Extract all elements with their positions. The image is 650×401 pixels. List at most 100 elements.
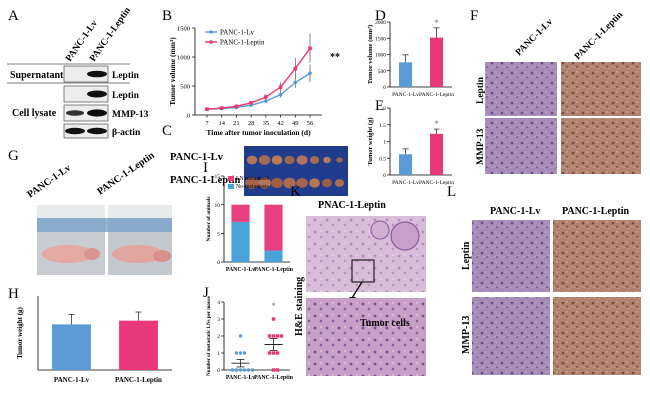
panel-a-section-supernatant: Supernatant — [10, 70, 64, 81]
y-axis-label: Tumor weight (g) — [367, 117, 374, 165]
bar-segment — [264, 204, 283, 251]
tumor-specimen — [245, 177, 259, 189]
data-point — [238, 351, 243, 355]
y-tick-label: 0 — [217, 260, 220, 266]
data-point — [293, 66, 298, 71]
blot-strip-mmp13 — [63, 104, 109, 122]
panel-letter-c: C — [162, 123, 172, 139]
panel-letter-g: G — [8, 148, 19, 164]
legend-marker — [209, 40, 213, 44]
panel-k-side-label: H&E staining — [294, 277, 305, 336]
data-point — [271, 351, 276, 355]
panel-a-col-label-leptin: PANC-1-Leptin — [88, 5, 133, 63]
bar — [429, 37, 444, 87]
x-tick-label: 7 — [205, 120, 209, 127]
he-annotation-tumor-cells: Tumor cells — [360, 318, 410, 329]
data-point — [264, 99, 268, 103]
panel-g: G PANC-1-Lv PANC-1-Leptin — [8, 148, 172, 275]
y-tick-label: 2 — [383, 106, 386, 112]
x-tick-label: 21 — [233, 120, 240, 127]
data-point — [271, 317, 276, 321]
y-axis-label: Tumor weight (g) — [16, 306, 24, 358]
blot-strip-lysate-leptin — [63, 85, 109, 103]
tumor-specimen — [84, 248, 100, 260]
data-point — [308, 71, 312, 76]
y-axis-label: Tumor volume (mm³) — [168, 37, 177, 106]
blot-row-label: β-actin — [112, 128, 141, 138]
y-tick-label: 1 — [217, 351, 220, 357]
legend-label: LN metastasis — [236, 176, 270, 182]
tumor-specimen — [296, 155, 308, 165]
blot-strip-actin — [63, 123, 109, 139]
data-point — [242, 351, 247, 355]
ihc-image-l-leptin-leptin — [553, 220, 641, 292]
y-tick-label: 1.5 — [379, 123, 386, 129]
data-point — [267, 334, 272, 338]
ihc-image-l-leptin-mmp13 — [553, 297, 641, 375]
y-tick-label: 1500 — [177, 26, 190, 33]
blue-tape — [37, 218, 172, 232]
panel-letter-a: A — [8, 8, 19, 24]
he-image-zoom — [306, 298, 426, 376]
y-tick-label: 3 — [217, 317, 220, 323]
panel-f-row-label: MMP-13 — [476, 128, 486, 165]
panel-letter-e: E — [375, 98, 384, 114]
data-point — [271, 334, 276, 338]
panel-k-title: PNAC-1-Leptin — [318, 200, 386, 211]
tumor-specimen — [42, 245, 94, 263]
panel-l-row-label: Leptin — [461, 241, 472, 270]
x-tick-label: 56 — [307, 120, 314, 127]
bar — [52, 324, 91, 370]
y-tick-label: 1000 — [375, 53, 386, 59]
x-tick-label: PANC-1-Lv — [392, 180, 419, 186]
blot-row-label: MMP-13 — [112, 110, 149, 120]
data-point — [278, 85, 283, 89]
panel-a-section-cell-lysate: Cell lysate — [12, 108, 57, 119]
panel-letter-j: J — [203, 285, 209, 301]
blot-band — [87, 70, 107, 78]
data-point — [250, 368, 255, 372]
tumor-specimen — [284, 155, 295, 165]
panel-f-col-label-leptin: PANC-1-Leptin — [573, 10, 626, 63]
x-tick-label: PANC-1-Leptin — [115, 376, 162, 384]
panel-letter-h: H — [8, 286, 19, 302]
y-axis-label: Number of metastatic LNs per mouse — [207, 295, 212, 375]
tumor-specimen — [258, 177, 271, 189]
data-point — [242, 368, 247, 372]
panel-c-row-label-leptin: PANC-1-Leptin — [170, 175, 241, 186]
tumor-specimen — [309, 156, 320, 164]
y-tick-label: 0 — [383, 85, 386, 91]
panel-l-col-label-lv: PANC-1-Lv — [490, 206, 540, 217]
data-point — [264, 95, 268, 99]
y-tick-label: 0 — [383, 173, 386, 179]
tumor-specimen — [309, 178, 320, 188]
y-tick-label: 500 — [378, 69, 387, 75]
panel-letter-k: K — [290, 184, 301, 200]
legend-swatch — [228, 184, 234, 189]
series-line — [206, 47, 311, 110]
data-point — [293, 80, 298, 85]
panel-letter-b: B — [162, 8, 172, 24]
panel-letter-f: F — [470, 8, 478, 24]
tumor-specimen — [153, 250, 171, 262]
bar — [429, 133, 444, 175]
legend-label: No-metastasis — [236, 184, 270, 190]
x-tick-label: PANC-1-Leptin — [419, 180, 454, 186]
tumor-specimen — [246, 155, 258, 165]
ihc-image-leptin-leptin — [561, 62, 641, 116]
x-tick-label: PANC-1-Lv — [226, 267, 255, 273]
panel-f: F PANC-1-Lv PANC-1-Leptin Leptin MMP-13 — [470, 8, 641, 174]
panel-l: L PANC-1-Lv PANC-1-Leptin Leptin MMP-13 — [447, 184, 641, 375]
panel-j-scatter-chart: J 0 1 2 3 4 Number of metastatic LNs per mous… — [203, 285, 294, 381]
panel-l-col-label-leptin: PANC-1-Leptin — [562, 206, 629, 217]
significance-marker: ** — [330, 52, 340, 63]
panel-letter-l: L — [447, 184, 456, 200]
x-tick-label: 42 — [277, 120, 284, 127]
tumor-specimen — [258, 155, 271, 165]
data-point — [238, 368, 243, 372]
blot-row-label: Leptin — [112, 91, 140, 101]
panel-g-col-label-leptin: PANC-1-Leptin — [95, 150, 157, 198]
x-tick-label: 14 — [218, 120, 225, 127]
